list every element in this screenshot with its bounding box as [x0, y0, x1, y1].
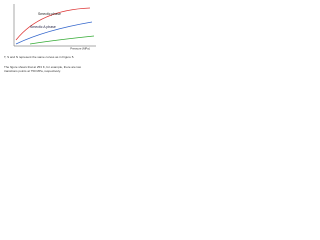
curve-label: Smectic phase [38, 12, 61, 16]
curve [29, 35, 95, 45]
text-line: The figure shows that at 253 K, for exam… [4, 65, 82, 69]
curve [15, 7, 91, 41]
page: Smectic phase Smectic A phase Pressure (… [0, 0, 100, 77]
text-line: transitions points at 750 MPa, respectiv… [4, 69, 61, 73]
x-axis-label: Pressure (MPa) [70, 47, 90, 51]
text-line: T, S and N represent the same curves as … [4, 55, 74, 59]
curve [15, 21, 93, 45]
curve-label: Smectic A phase [30, 25, 56, 29]
figure-page: Smectic phase Smectic A phase Pressure (… [4, 4, 96, 73]
